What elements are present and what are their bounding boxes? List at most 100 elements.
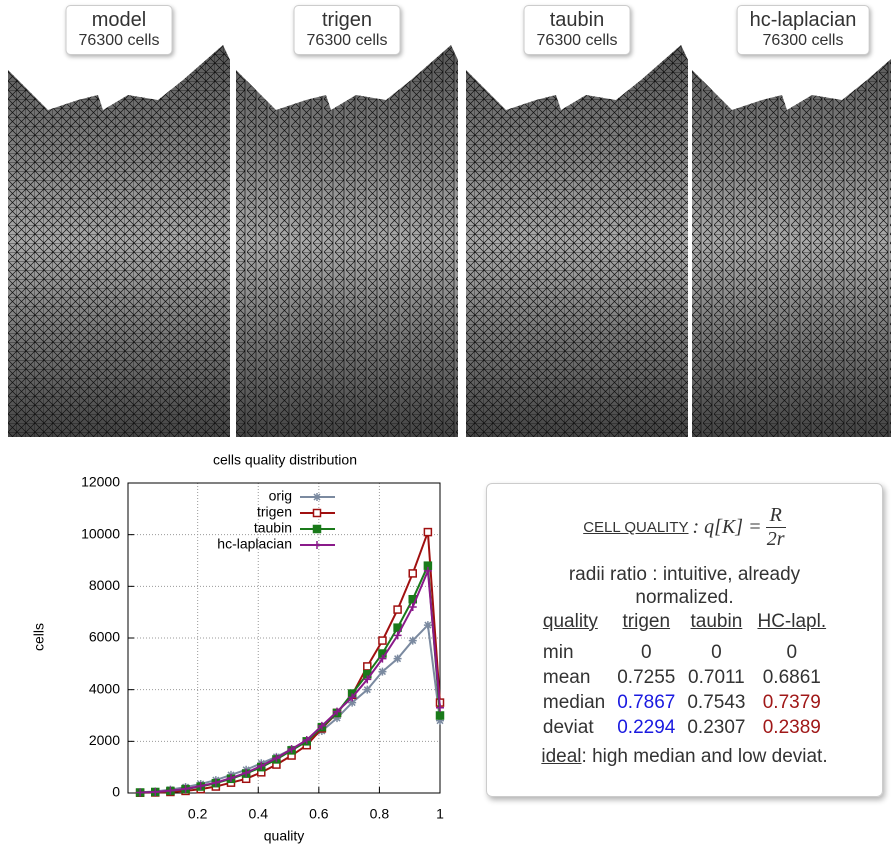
- table-cell: 0.7011: [688, 667, 745, 688]
- marker: [348, 693, 357, 702]
- marker: [166, 786, 175, 795]
- x-tick-label: 1: [436, 806, 444, 822]
- x-tick-label: 0.4: [249, 806, 269, 822]
- table: quality trigen taubin HC-lapl. min 0 0 0 mean 0.7…: [537, 609, 832, 740]
- marker: [313, 541, 321, 549]
- marker: [317, 721, 326, 730]
- mesh-image: [466, 45, 688, 437]
- y-tick-label: 10000: [81, 525, 120, 541]
- column-header: trigen: [622, 611, 671, 632]
- marker: [211, 778, 220, 787]
- marker: [393, 654, 402, 663]
- marker: [333, 714, 342, 723]
- marker: [287, 745, 296, 754]
- chart: cells quality distribution quality cells…: [31, 452, 445, 844]
- marker: [423, 527, 433, 537]
- panel: trigen 76300 cells: [236, 0, 458, 437]
- legend-label: hc-laplacian: [217, 536, 292, 552]
- table-cell: 0.7255: [617, 667, 676, 688]
- panel-title: model: [91, 9, 147, 31]
- y-tick-label: 4000: [89, 680, 120, 696]
- chart-title: cells quality distribution: [213, 452, 357, 468]
- x-tick-label: 0.2: [188, 806, 208, 822]
- series-line: [140, 622, 441, 794]
- marker: [363, 685, 372, 694]
- marker: [436, 716, 444, 725]
- panel-subtitle: 76300 cells: [536, 32, 618, 49]
- table-cell: min: [542, 642, 574, 663]
- table-cell: 0.2307: [687, 717, 746, 738]
- marker: [272, 754, 281, 763]
- marker: [435, 711, 445, 720]
- table-cell: 0: [711, 642, 722, 663]
- table-cell: 0.7867: [617, 692, 676, 713]
- table-row: mean 0.7255 0.7011 0.6861: [537, 665, 832, 690]
- column-header: taubin: [690, 611, 743, 632]
- marker: [242, 768, 251, 777]
- legend-label: trigen: [257, 504, 292, 520]
- table-row: deviat 0.2294 0.2307 0.2389: [537, 715, 832, 740]
- mesh: [8, 45, 230, 437]
- marker: [423, 566, 432, 575]
- marker: [312, 508, 322, 518]
- y-tick-label: 6000: [89, 629, 120, 645]
- mesh-image: [8, 45, 230, 437]
- table-cell: 0.7379: [762, 692, 821, 713]
- plot-frame: [127, 482, 441, 794]
- panel: model 76300 cells: [8, 0, 230, 437]
- footer-key: ideal: [541, 746, 582, 767]
- marker: [151, 787, 160, 796]
- footer: ideal: high median and low deviat.: [487, 746, 882, 768]
- y-tick-label: 8000: [89, 577, 120, 593]
- footer-text: : high median and low deviat.: [581, 746, 828, 767]
- panel: hc-laplacian 76300 cells: [692, 0, 891, 437]
- table-cell: 0.6861: [762, 667, 821, 688]
- heading: CELL QUALITY: [583, 519, 689, 536]
- panel-label: trigen 76300 cells: [293, 5, 401, 55]
- table-cell: deviat: [542, 717, 594, 738]
- table-row: median 0.7867 0.7543 0.7379: [537, 690, 832, 715]
- table-cell: 0.2389: [762, 717, 821, 738]
- marker: [408, 636, 417, 645]
- formula-lhs: : q[K] =: [692, 516, 762, 538]
- table-cell: 0.2294: [617, 717, 676, 738]
- panel-title: taubin: [549, 9, 605, 31]
- marker: [226, 774, 235, 783]
- quality-box: CELL QUALITY : q[K] = R 2r radii ratio : …: [486, 483, 883, 797]
- panel-label: taubin 76300 cells: [523, 5, 631, 55]
- marker: [423, 621, 432, 630]
- note: radii ratio : intuitive, already normali…: [568, 564, 801, 608]
- table-cell: 0.7543: [687, 692, 746, 713]
- marker: [313, 493, 321, 501]
- table-cell: median: [542, 692, 606, 713]
- marker: [257, 761, 266, 770]
- marker: [181, 784, 190, 793]
- y-tick-label: 0: [112, 784, 120, 800]
- marker: [333, 707, 342, 716]
- x-tick-label: 0.6: [309, 806, 329, 822]
- table-cell: 0: [786, 642, 798, 663]
- marker: [348, 698, 357, 707]
- panel-subtitle: 76300 cells: [762, 32, 844, 49]
- panel-title: trigen: [321, 9, 373, 31]
- panel: taubin 76300 cells: [466, 0, 688, 437]
- marker: [363, 675, 372, 684]
- panel-subtitle: 76300 cells: [306, 32, 388, 49]
- mesh: [692, 59, 891, 437]
- marker: [196, 782, 205, 791]
- denominator: 2r: [766, 528, 785, 550]
- marker: [136, 788, 145, 797]
- formula: CELL QUALITY : q[K] = R 2r: [487, 504, 882, 551]
- marker: [302, 736, 311, 745]
- marker: [363, 662, 372, 671]
- numerator: R: [765, 504, 786, 528]
- mesh: [466, 45, 688, 437]
- column-header: HC-lapl.: [757, 611, 827, 632]
- y-tick-label: 12000: [81, 474, 120, 490]
- mesh: [236, 45, 458, 437]
- marker: [378, 654, 387, 663]
- panel-title: hc-laplacian: [749, 9, 857, 31]
- x-axis-label: quality: [264, 828, 304, 844]
- column-header: quality: [542, 611, 598, 632]
